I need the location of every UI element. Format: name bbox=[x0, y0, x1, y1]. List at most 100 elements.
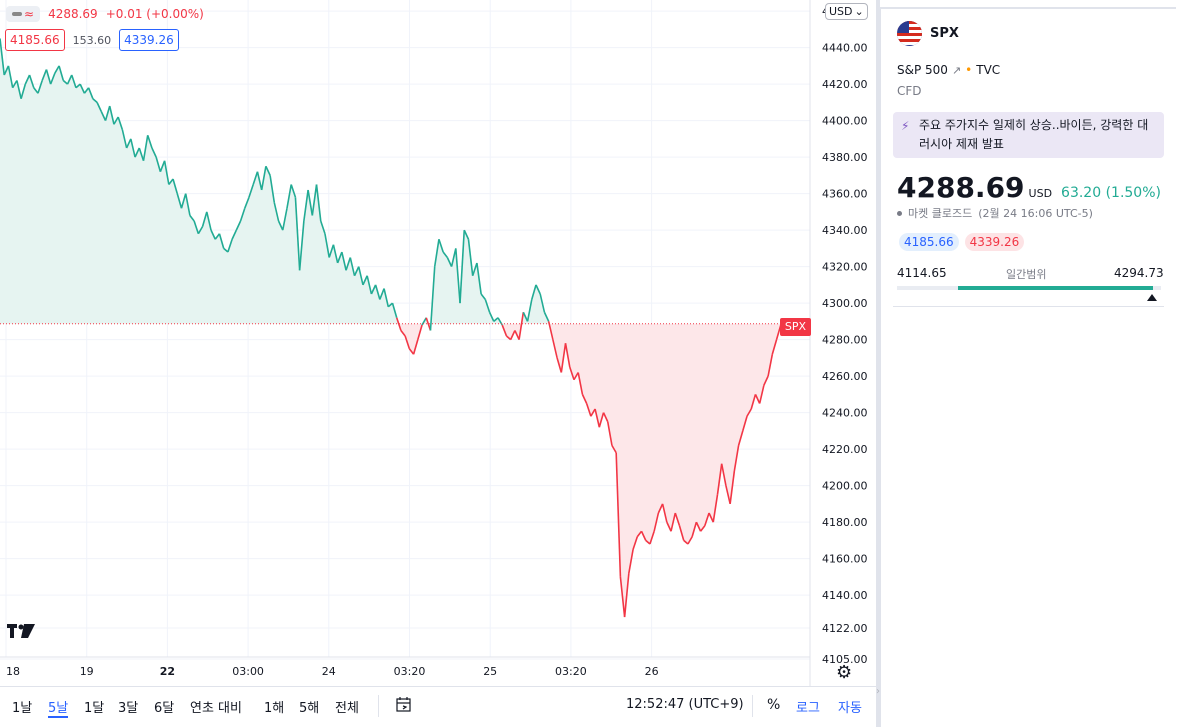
y-tick-label: 4200.00 bbox=[822, 480, 868, 493]
legend-toggle-button[interactable]: ≈ bbox=[6, 6, 41, 22]
price-line-segment bbox=[298, 220, 305, 271]
y-tick-label: 4180.00 bbox=[822, 516, 868, 529]
x-tick-label: 25 bbox=[483, 665, 497, 678]
log-scale-button[interactable]: 로그 bbox=[796, 701, 820, 716]
price-line-segment bbox=[16, 80, 22, 99]
symbol-name-link[interactable]: S&P 500 bbox=[897, 63, 948, 77]
range-button-3m[interactable]: 3달 bbox=[118, 701, 139, 716]
price-line-segment bbox=[70, 74, 77, 89]
range-button-6m[interactable]: 6달 bbox=[154, 701, 175, 716]
calendar-goto-icon[interactable] bbox=[395, 696, 413, 718]
price-line-segment bbox=[653, 512, 660, 532]
price-line-segment bbox=[404, 335, 411, 350]
price-line-segment bbox=[58, 65, 65, 81]
price-line-segment bbox=[239, 207, 246, 222]
price-line-segment bbox=[611, 445, 617, 454]
panel-currency: USD bbox=[1028, 187, 1053, 200]
price-line-segment bbox=[750, 394, 757, 410]
price-line-segment bbox=[180, 193, 187, 209]
price-line-segment bbox=[75, 83, 81, 89]
price-line-segment bbox=[763, 375, 769, 386]
price-line-segment bbox=[357, 266, 364, 286]
price-line-segment bbox=[96, 102, 103, 112]
price-line-segment bbox=[628, 549, 634, 574]
price-line-segment bbox=[408, 348, 415, 355]
price-line-segment bbox=[645, 539, 651, 545]
legend-price: 4288.69 bbox=[48, 7, 98, 21]
y-tick-label: 4160.00 bbox=[822, 553, 868, 566]
time-axis[interactable]: 18 19 22 03:00 24 03:20 25 03:20 26 bbox=[6, 665, 659, 678]
price-line-segment bbox=[729, 470, 736, 504]
price-line-segment bbox=[450, 248, 457, 267]
gear-icon[interactable]: ⚙ bbox=[836, 662, 853, 683]
price-line-segment bbox=[303, 189, 309, 222]
price-line-segment bbox=[737, 430, 744, 446]
price-line-segment bbox=[345, 257, 352, 271]
price-line-segment bbox=[142, 135, 149, 161]
price-line-segment bbox=[463, 229, 470, 240]
currency-select[interactable]: USD ⌄ bbox=[825, 3, 868, 20]
range-button-1d[interactable]: 1날 bbox=[12, 701, 33, 716]
price-line-segment bbox=[391, 302, 398, 318]
price-line-segment bbox=[657, 503, 664, 514]
market-status: 마켓 클로즈드 (2월 24 16:06 UTC-5) bbox=[897, 205, 1093, 221]
price-line-segment bbox=[117, 116, 124, 131]
range-button-1m[interactable]: 1달 bbox=[84, 701, 105, 716]
price-line-segment bbox=[197, 226, 204, 235]
price-line-segment bbox=[446, 257, 453, 267]
price-line-segment bbox=[193, 220, 200, 235]
panel-gutter[interactable] bbox=[876, 0, 880, 727]
x-tick-label: 22 bbox=[160, 665, 175, 678]
price-line-segment bbox=[353, 266, 360, 277]
price-line-segment bbox=[341, 251, 347, 271]
price-line-segment bbox=[564, 343, 571, 368]
price-line-segment bbox=[231, 229, 238, 240]
status-dot-icon bbox=[897, 210, 902, 216]
price-line-segment bbox=[168, 178, 174, 185]
price-line-segment bbox=[417, 324, 423, 340]
price-line-segment bbox=[661, 503, 668, 523]
price-line-segment bbox=[636, 530, 643, 538]
price-line-segment bbox=[547, 321, 554, 340]
price-line-segment bbox=[383, 288, 390, 307]
price-line-segment bbox=[33, 87, 39, 94]
price-line-segment bbox=[412, 339, 419, 355]
us-flag-icon bbox=[897, 21, 922, 46]
price-line-segment bbox=[619, 576, 626, 618]
legend-row-primary: ≈ 4288.69 +0.01 (+0.00%) bbox=[6, 6, 204, 22]
y-tick-label: 4400.00 bbox=[822, 115, 868, 128]
price-line-segment bbox=[708, 512, 714, 523]
y-tick-label: 4260.00 bbox=[822, 370, 868, 383]
y-tick-label: 4440.00 bbox=[822, 42, 868, 55]
price-line-segment bbox=[666, 521, 672, 532]
y-tick-label: 4240.00 bbox=[822, 407, 868, 420]
range-button-1y[interactable]: 1해 bbox=[264, 701, 285, 716]
panel-price-block: 4288.69 USD 63.20 (1.50%) bbox=[897, 171, 1161, 204]
price-line-segment bbox=[712, 494, 719, 523]
external-link-icon[interactable]: ↗ bbox=[951, 63, 962, 77]
price-line-segment bbox=[66, 74, 73, 85]
percent-scale-button[interactable]: % bbox=[767, 697, 781, 713]
price-axis[interactable]: 4460.004440.004420.004400.004380.004360.… bbox=[822, 5, 868, 666]
range-button-ytd[interactable]: 연초 대비 bbox=[190, 701, 242, 716]
x-tick-label: 03:00 bbox=[232, 665, 264, 678]
price-line-segment bbox=[598, 412, 605, 428]
price-line-segment bbox=[252, 171, 259, 185]
price-line-segment bbox=[505, 335, 512, 341]
tradingview-logo-icon[interactable] bbox=[7, 622, 37, 646]
range-button-5d[interactable]: 5날 bbox=[48, 697, 69, 718]
range-button-5y[interactable]: 5해 bbox=[299, 701, 320, 716]
auto-scale-button[interactable]: 자동 bbox=[838, 701, 862, 716]
chevron-right-icon[interactable]: › bbox=[876, 686, 880, 697]
price-line-segment bbox=[606, 421, 613, 446]
news-headline-card[interactable]: ⚡ 주요 주가지수 일제히 상승..바이든, 강력한 대러시아 제재 발표 bbox=[893, 112, 1164, 158]
price-line-segment bbox=[493, 317, 499, 322]
price-line-segment bbox=[121, 129, 128, 149]
range-button-all[interactable]: 전체 bbox=[335, 701, 359, 716]
price-line-segment bbox=[189, 215, 195, 222]
symbol-details-panel: SPX S&P 500 ↗ • TVC CFD ⚡ 주요 주가지수 일제히 상승… bbox=[880, 7, 1176, 727]
timezone-clock[interactable]: 12:52:47 (UTC+9) bbox=[626, 697, 744, 712]
price-line-segment bbox=[438, 238, 444, 253]
legend-change: +0.01 (+0.00%) bbox=[105, 7, 204, 21]
price-chart[interactable]: 4460.004440.004420.004400.004380.004360.… bbox=[0, 0, 876, 686]
